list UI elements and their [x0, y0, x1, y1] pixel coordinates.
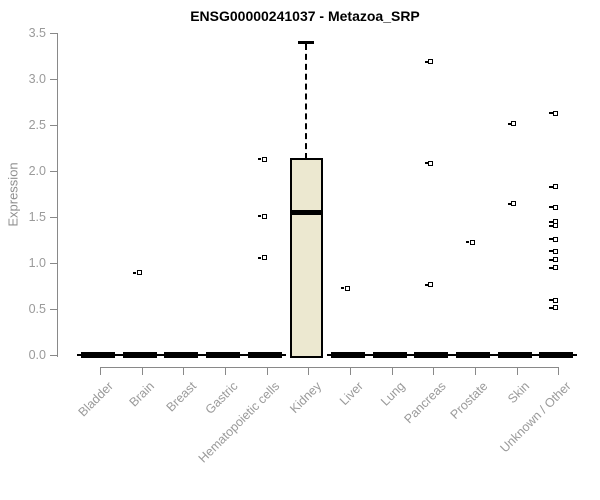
x-axis-category-label: Hematopoietic cells [195, 379, 283, 466]
collapsed-boxplot-bar [205, 352, 240, 358]
outlier-point [257, 255, 267, 261]
y-axis-tick-label: 1.0 [28, 256, 46, 270]
x-axis-tick [349, 367, 351, 375]
outlier-point [549, 265, 559, 271]
boxplot-median-line [291, 209, 321, 215]
outlier-point [549, 236, 559, 242]
y-axis-tick [50, 171, 57, 172]
x-axis-tick [391, 367, 393, 375]
outlier-point [257, 213, 267, 219]
x-axis-category-label: Kidney [287, 379, 325, 416]
outlier-point [341, 285, 350, 291]
collapsed-boxplot-bar [247, 352, 282, 358]
collapsed-boxplot-bar [497, 352, 532, 358]
x-axis-tick [516, 367, 518, 375]
y-axis-tick-label: 1.5 [28, 210, 46, 224]
x-axis-category-label: Liver [336, 379, 366, 409]
y-axis-tick [50, 263, 57, 264]
outlier-point [424, 160, 434, 166]
collapsed-boxplot-bar [81, 352, 115, 358]
collapsed-boxplot-bar [414, 352, 449, 358]
outlier-point [507, 120, 517, 126]
outlier-point [257, 156, 267, 162]
collapsed-boxplot-bar [539, 352, 574, 358]
y-axis-tick [50, 33, 57, 34]
outlier-point [549, 248, 559, 254]
outlier-point [549, 304, 559, 310]
x-axis-category-label: Pancreas [401, 379, 450, 427]
y-axis-tick-label: 2.5 [28, 118, 46, 132]
collapsed-boxplot-bar [372, 352, 407, 358]
y-axis-tick-label: 2.0 [28, 164, 46, 178]
collapsed-boxplot-bar [164, 352, 199, 358]
y-axis-tick [50, 217, 57, 218]
y-axis-tick [50, 79, 57, 80]
x-axis-tick [474, 367, 476, 375]
x-axis-category-label: Lung [377, 379, 408, 409]
collapsed-boxplot-bar [122, 352, 157, 358]
collapsed-boxplot-bar [330, 352, 365, 358]
y-axis-tick-label: 3.5 [28, 26, 46, 40]
outlier-point [549, 223, 559, 229]
boxplot-whisker-cap [298, 41, 315, 45]
x-axis-category-label: Skin [505, 379, 533, 407]
outlier-point [507, 201, 517, 207]
outlier-point [549, 110, 559, 116]
x-axis-tick [433, 367, 435, 375]
x-axis-line [100, 367, 560, 368]
y-axis-tick [50, 125, 57, 126]
chart-title: ENSG00000241037 - Metazoa_SRP [190, 8, 420, 24]
boxplot-upper-whisker [305, 44, 308, 160]
x-axis-category-label: Brain [127, 379, 158, 410]
outlier-point [549, 204, 559, 210]
x-axis-tick [266, 367, 268, 375]
x-axis-tick [308, 367, 310, 375]
y-axis-tick-label: 0.0 [28, 348, 46, 362]
y-axis-tick [50, 309, 57, 310]
outlier-point [549, 184, 559, 190]
outlier-point [549, 257, 559, 263]
x-axis-tick [224, 367, 226, 375]
y-axis-tick-label: 3.0 [28, 72, 46, 86]
outlier-point [424, 281, 434, 287]
x-axis-category-label: Breast [163, 379, 200, 415]
x-axis-tick [100, 367, 101, 375]
outlier-point [424, 59, 434, 65]
x-axis-tick [558, 367, 560, 375]
outlier-point [132, 270, 142, 276]
y-axis-line [57, 33, 58, 357]
x-axis-tick [141, 367, 143, 375]
x-axis-category-label: Prostate [447, 379, 491, 422]
x-axis-tick [183, 367, 185, 375]
collapsed-boxplot-bar [455, 352, 490, 358]
boxplot-box-kidney [289, 158, 323, 358]
y-axis-tick [50, 355, 57, 356]
outlier-point [549, 297, 559, 303]
outlier-point [466, 239, 475, 245]
x-axis-category-label: Gastric [202, 379, 241, 417]
x-axis-category-label: Bladder [75, 379, 116, 420]
y-axis-tick-label: 0.5 [28, 302, 46, 316]
